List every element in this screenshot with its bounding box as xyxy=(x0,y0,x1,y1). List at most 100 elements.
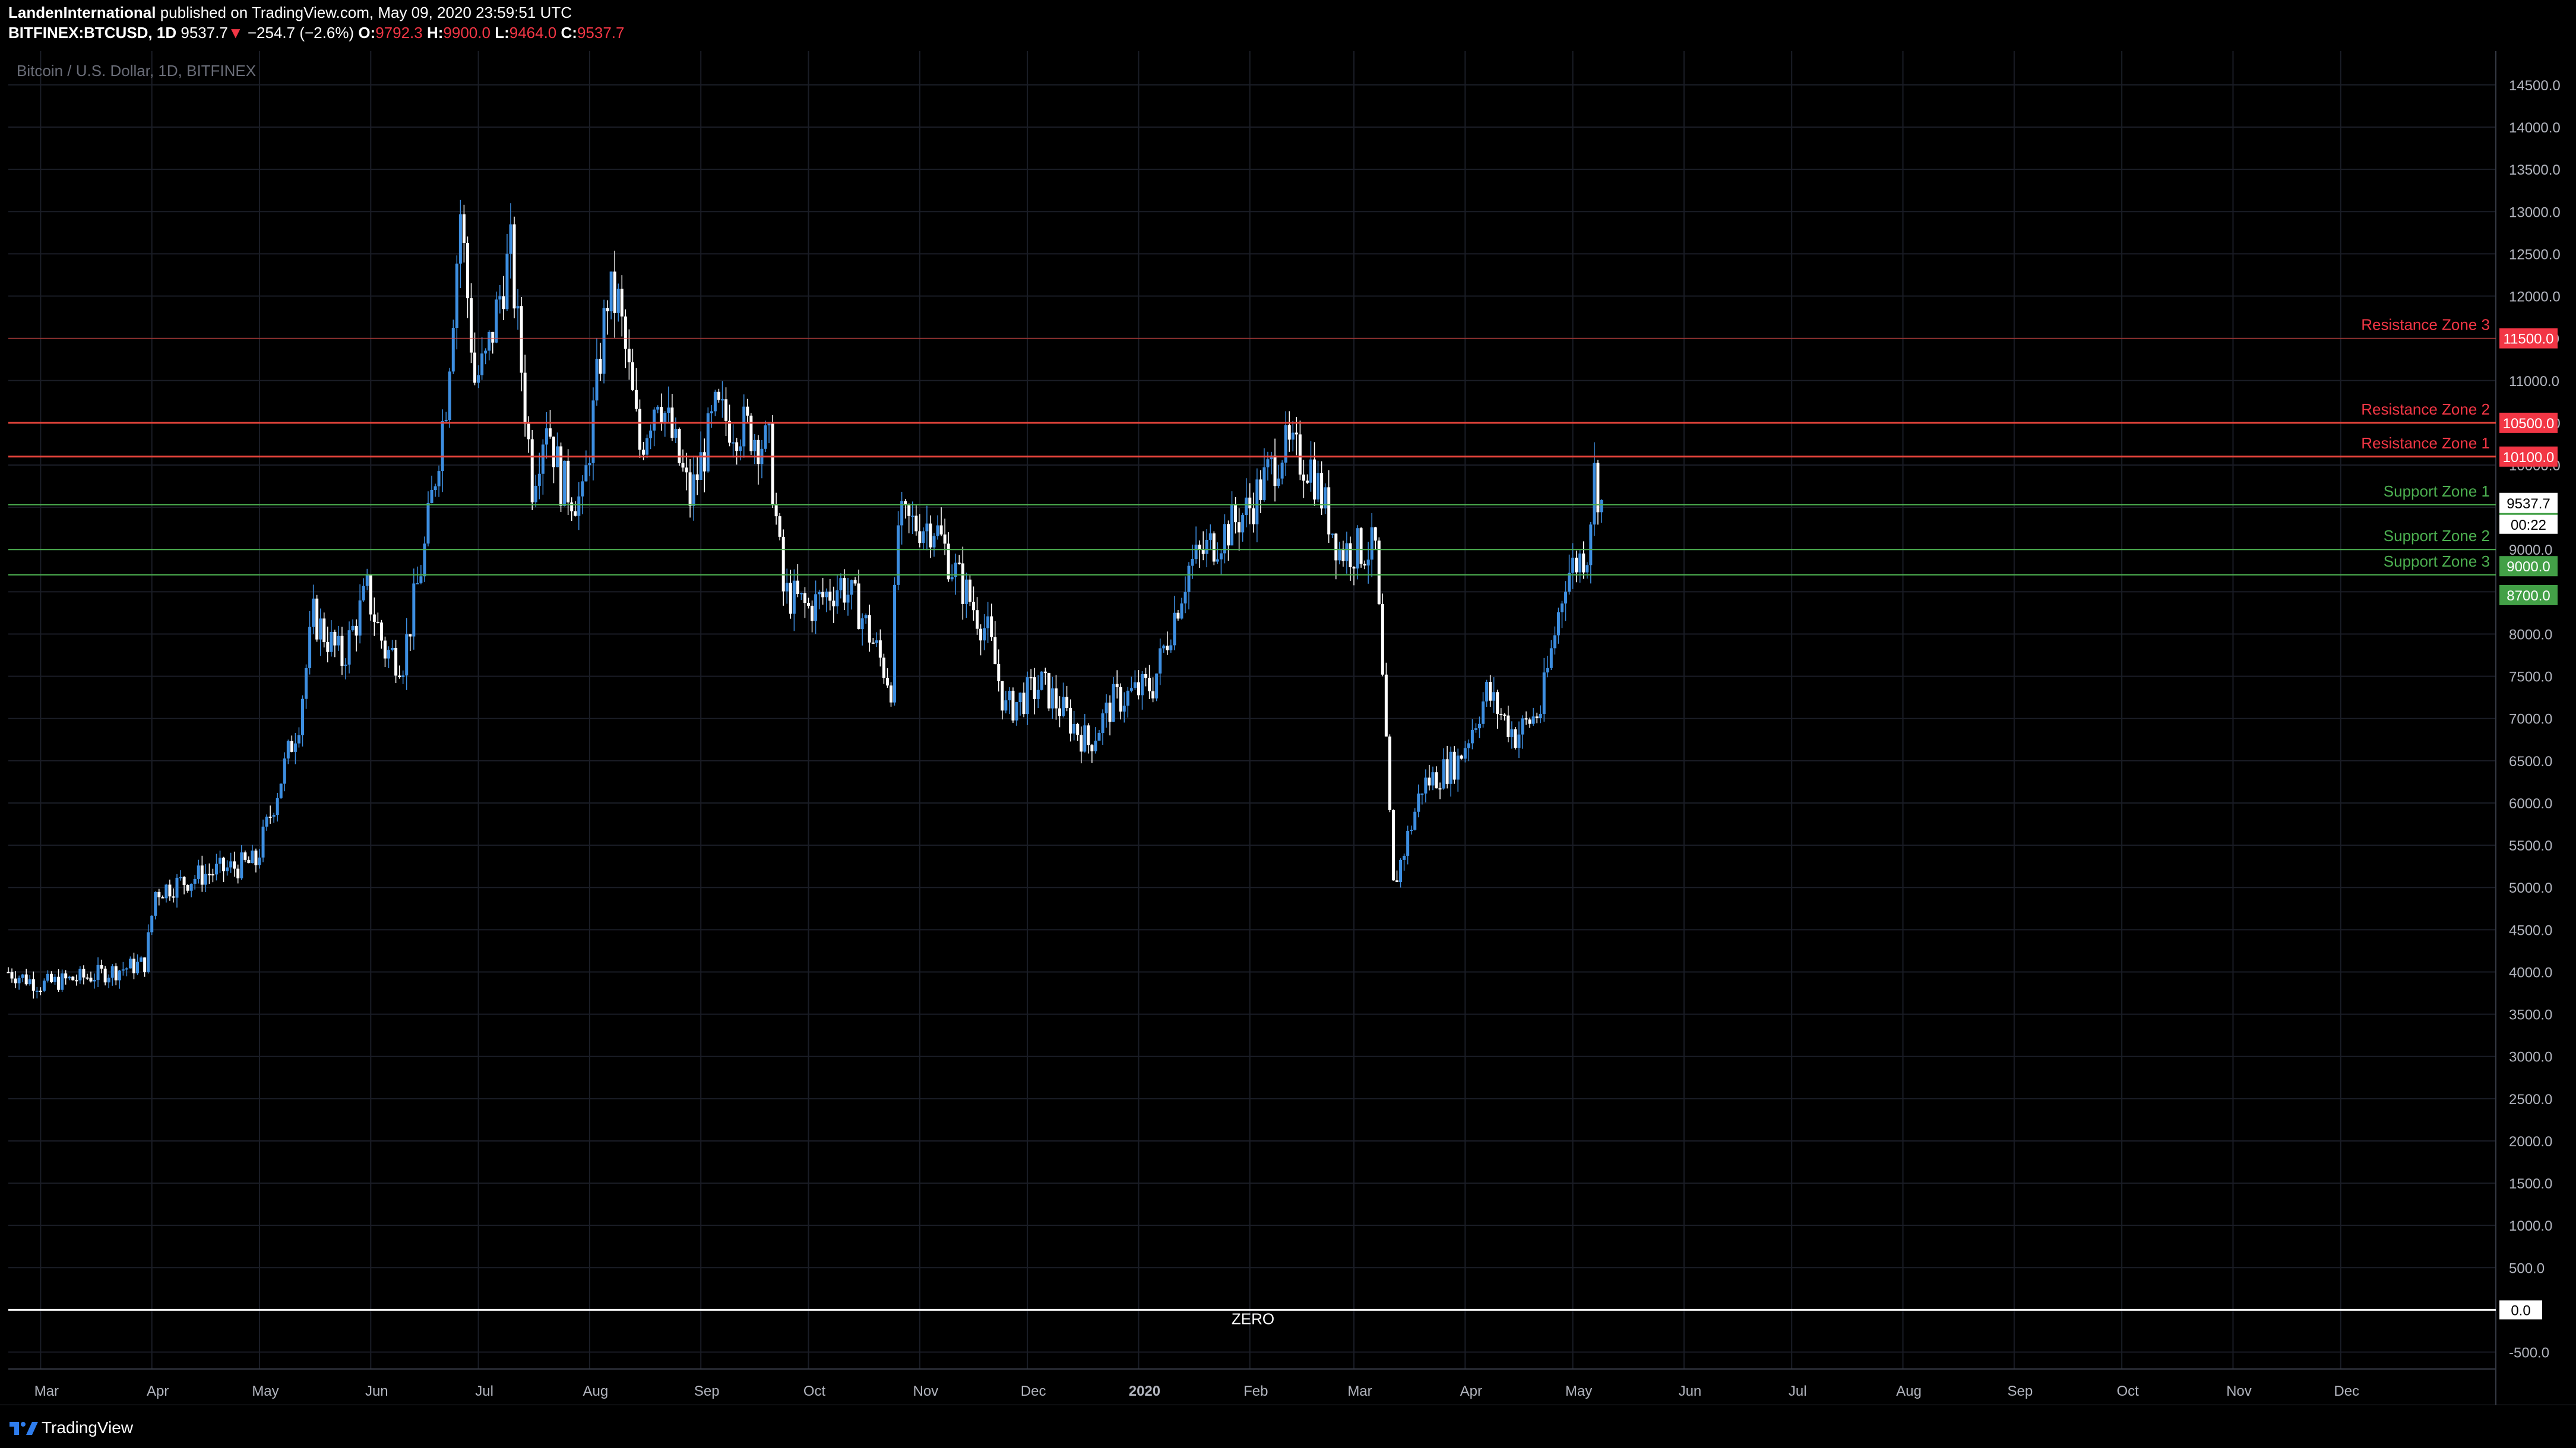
price-tag-label: 10500.0 xyxy=(2503,416,2555,432)
candle-body xyxy=(1097,732,1101,741)
candle-body xyxy=(300,698,304,735)
candle-body xyxy=(502,296,505,309)
candle-body xyxy=(523,372,527,424)
candle-body xyxy=(541,444,545,474)
candle-body xyxy=(405,634,409,676)
y-tick-label: 3000.0 xyxy=(2509,1049,2552,1066)
candle-body xyxy=(1119,687,1122,712)
x-tick-label: Oct xyxy=(2116,1383,2139,1399)
y-tick-label: 5500.0 xyxy=(2509,838,2552,854)
candle-body xyxy=(674,429,678,438)
candle-body xyxy=(1180,603,1183,619)
candle-body xyxy=(1284,425,1287,463)
candle-body xyxy=(387,650,391,659)
y-tick-label: 12000.0 xyxy=(2509,289,2561,305)
tradingview-logo-icon[interactable] xyxy=(8,1418,39,1436)
author-name[interactable]: LandenInternational xyxy=(8,4,156,21)
candle-body xyxy=(305,668,308,699)
candle-body xyxy=(627,349,631,363)
y-tick-label: 3500.0 xyxy=(2509,1007,2552,1023)
candle-body xyxy=(638,409,642,450)
last-price: 9537.7 xyxy=(181,24,228,42)
candle-body xyxy=(1370,527,1374,560)
candle-body xyxy=(175,877,179,898)
candle-body xyxy=(322,618,326,643)
level-label: Support Zone 3 xyxy=(2384,552,2490,570)
candle-body xyxy=(243,852,247,860)
candle-body xyxy=(631,362,634,390)
candle-body xyxy=(207,874,211,875)
candle-body xyxy=(964,579,968,604)
candle-body xyxy=(147,932,150,972)
candle-body xyxy=(14,978,17,984)
candle-body xyxy=(1022,693,1026,714)
candle-body xyxy=(362,586,365,600)
candle-body xyxy=(997,664,1001,681)
candle-body xyxy=(82,969,86,978)
candle-body xyxy=(1507,715,1510,737)
candle-body xyxy=(455,263,458,328)
candle-body xyxy=(412,583,416,637)
candle-body xyxy=(1596,463,1600,513)
candle-body xyxy=(685,467,688,473)
candle-body xyxy=(107,978,110,983)
candle-body xyxy=(265,816,268,827)
candle-body xyxy=(512,224,516,309)
candle-body xyxy=(796,580,799,594)
candle-body xyxy=(1553,635,1556,649)
candle-body xyxy=(1205,539,1208,554)
candle-body xyxy=(1388,736,1391,810)
candle-body xyxy=(570,502,574,511)
candle-body xyxy=(1593,463,1596,525)
candle-body xyxy=(588,463,591,466)
candle-body xyxy=(911,516,914,517)
candle-body xyxy=(1324,487,1327,509)
candle-body xyxy=(530,439,534,502)
candle-body xyxy=(1198,545,1201,549)
low-value: 9464.0 xyxy=(509,24,557,42)
candle-body xyxy=(936,525,939,536)
candle-body xyxy=(61,973,64,990)
candle-body xyxy=(914,516,918,532)
y-tick-label: 12500.0 xyxy=(2509,246,2561,263)
candle-body xyxy=(1338,548,1341,561)
candle-body xyxy=(276,798,279,815)
candle-body xyxy=(251,851,254,864)
candle-body xyxy=(466,243,469,299)
candle-body xyxy=(462,214,466,244)
candle-body xyxy=(1305,480,1309,483)
x-tick-label: May xyxy=(252,1383,279,1399)
candle-body xyxy=(1410,830,1413,832)
candle-body xyxy=(182,877,186,885)
candle-body xyxy=(1262,467,1266,500)
candle-body xyxy=(297,735,300,744)
candle-body xyxy=(376,621,379,623)
candle-body xyxy=(430,490,433,503)
candle-body xyxy=(1428,777,1431,786)
candle-body xyxy=(803,593,806,603)
candle-body xyxy=(616,289,620,313)
countdown-label: 00:22 xyxy=(2511,517,2546,533)
candle-body xyxy=(954,562,957,577)
candle-body xyxy=(1474,728,1477,730)
candle-body xyxy=(1452,751,1456,780)
candle-body xyxy=(409,634,412,637)
candle-body xyxy=(1349,543,1352,568)
candle-body xyxy=(372,614,376,622)
candle-body xyxy=(236,868,240,878)
candle-body xyxy=(1094,741,1097,752)
plot-area[interactable] xyxy=(8,51,2496,1369)
candle-body xyxy=(64,973,68,979)
tradingview-brand[interactable]: TradingView xyxy=(42,1418,134,1437)
candle-body xyxy=(233,861,236,869)
price-tag xyxy=(2499,556,2558,577)
candle-body xyxy=(1162,646,1166,649)
candle-body xyxy=(735,442,739,451)
publish-info: LandenInternational published on Trading… xyxy=(8,4,572,22)
candle-body xyxy=(781,536,785,592)
x-tick-label: Jul xyxy=(475,1383,493,1399)
candle-body xyxy=(857,583,860,630)
candle-body xyxy=(602,308,606,374)
candle-body xyxy=(89,978,93,982)
